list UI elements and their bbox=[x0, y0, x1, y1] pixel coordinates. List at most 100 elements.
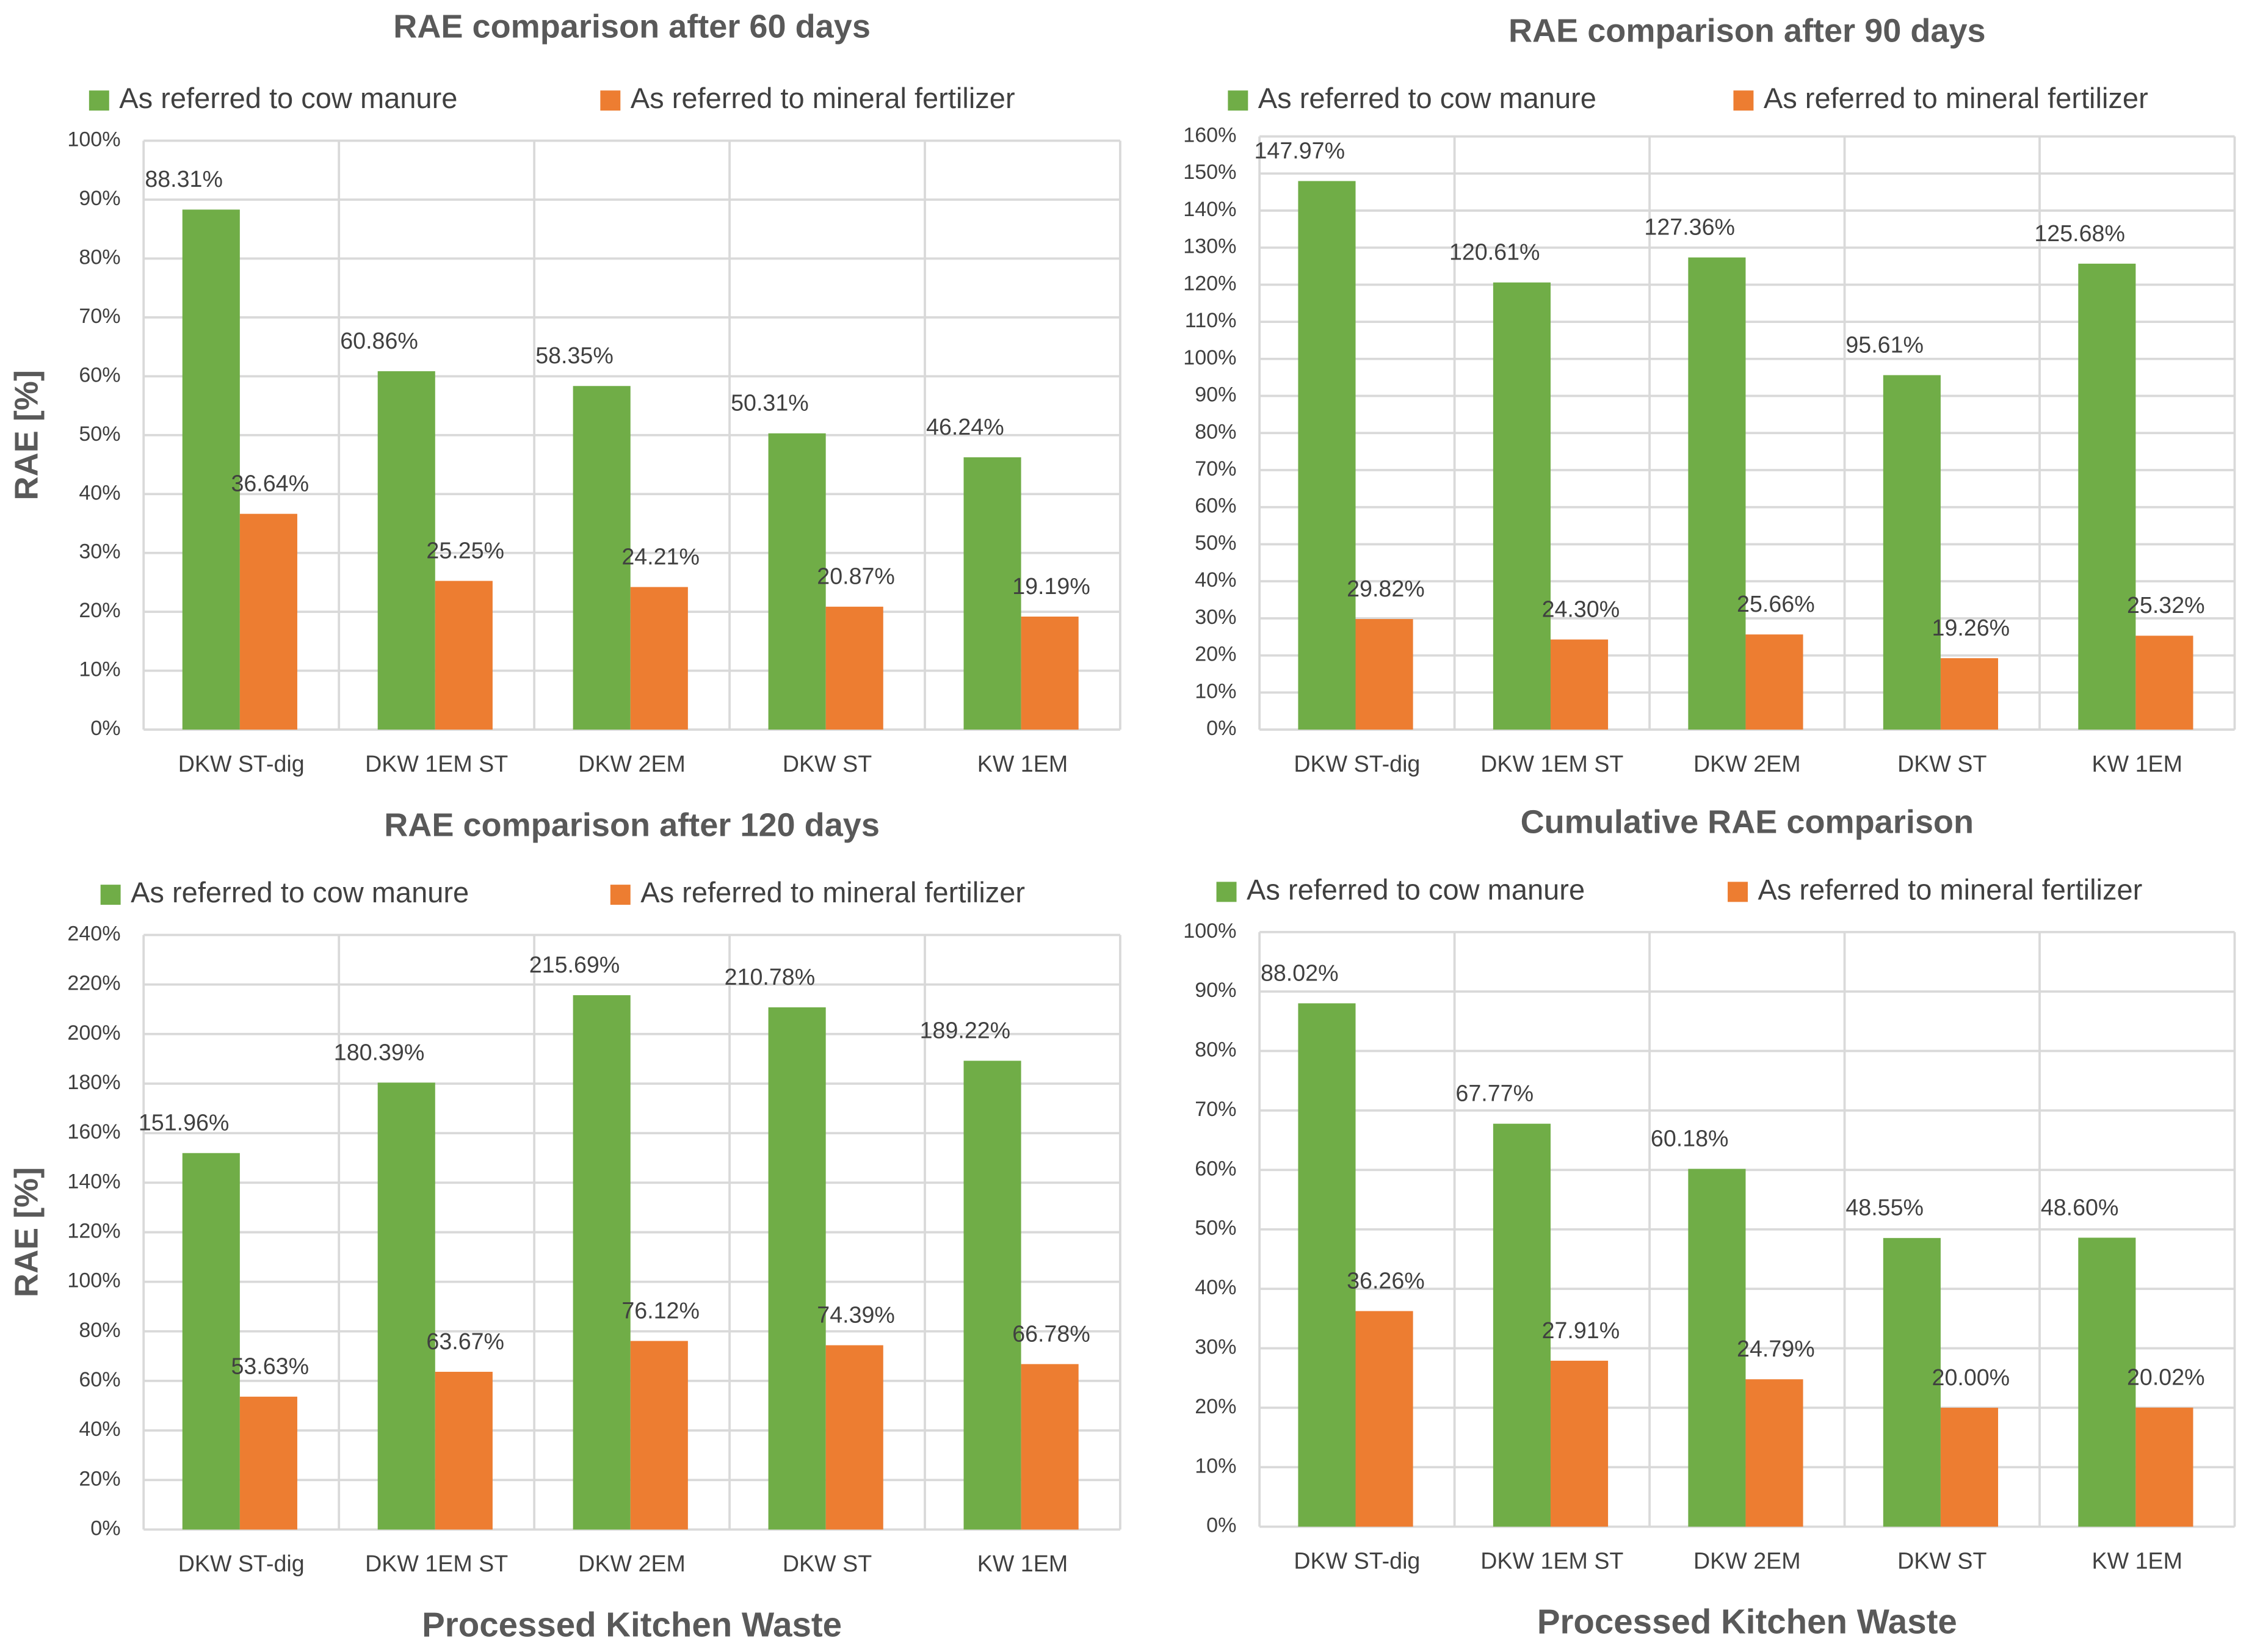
bar-mineral-fertilizer bbox=[1550, 1360, 1609, 1527]
legend-label-1: As referred to cow manure bbox=[119, 82, 457, 114]
legend-swatch-1 bbox=[1228, 90, 1248, 111]
y-tick-label: 220% bbox=[67, 972, 120, 995]
x-tick-label: DKW 2EM bbox=[1693, 751, 1801, 777]
x-tick-label: DKW 2EM bbox=[578, 1551, 686, 1576]
data-label: 210.78% bbox=[725, 964, 816, 990]
bar-cow-manure bbox=[573, 386, 631, 730]
data-label: 120.61% bbox=[1449, 239, 1540, 265]
data-label: 36.64% bbox=[231, 471, 309, 496]
data-label: 53.63% bbox=[231, 1353, 309, 1379]
bar-mineral-fertilizer bbox=[1940, 658, 1999, 730]
x-tick-label: DKW ST bbox=[783, 1551, 872, 1576]
y-tick-label: 0% bbox=[90, 1516, 120, 1540]
y-tick-label: 100% bbox=[67, 128, 120, 151]
data-label: 25.25% bbox=[426, 537, 504, 563]
chart-title: RAE comparison after 120 days bbox=[384, 806, 880, 843]
bar-mineral-fertilizer bbox=[1021, 616, 1079, 730]
y-axis-title: RAE [%] bbox=[8, 370, 45, 500]
bar-mineral-fertilizer bbox=[2135, 1407, 2193, 1527]
legend-label-2: As referred to mineral fertilizer bbox=[1764, 82, 2148, 114]
bar-cow-manure bbox=[377, 1082, 435, 1530]
y-tick-label: 120% bbox=[1183, 272, 1236, 295]
y-tick-label: 80% bbox=[1195, 1038, 1236, 1062]
legend-label-2: As referred to mineral fertilizer bbox=[1758, 873, 2142, 905]
y-tick-label: 80% bbox=[79, 245, 120, 269]
x-tick-label: KW 1EM bbox=[977, 1551, 1068, 1576]
data-label: 66.78% bbox=[1012, 1321, 1090, 1346]
y-tick-label: 100% bbox=[1183, 346, 1236, 369]
data-label: 48.60% bbox=[2041, 1194, 2119, 1220]
bar-mineral-fertilizer bbox=[239, 1396, 297, 1530]
bar-mineral-fertilizer bbox=[825, 1345, 883, 1530]
y-tick-label: 60% bbox=[79, 363, 120, 386]
x-tick-label: DKW 1EM ST bbox=[1480, 1548, 1623, 1573]
y-tick-label: 30% bbox=[1195, 606, 1236, 629]
data-label: 24.30% bbox=[1542, 596, 1620, 621]
bar-cow-manure bbox=[963, 1060, 1021, 1530]
y-tick-label: 130% bbox=[1183, 235, 1236, 258]
legend-swatch-2 bbox=[1728, 882, 1748, 902]
x-tick-label: KW 1EM bbox=[2092, 1548, 2182, 1573]
legend-label-2: As referred to mineral fertilizer bbox=[640, 876, 1025, 908]
data-label: 19.19% bbox=[1012, 573, 1090, 599]
chart-3: RAE comparison after 120 days As referred… bbox=[8, 806, 1121, 1643]
x-tick-label: DKW ST-dig bbox=[1294, 751, 1420, 777]
x-tick-label: DKW 2EM bbox=[578, 751, 686, 777]
y-tick-label: 70% bbox=[1195, 1098, 1236, 1121]
y-tick-label: 20% bbox=[1195, 643, 1236, 666]
bar-mineral-fertilizer bbox=[1355, 1311, 1413, 1527]
data-label: 60.18% bbox=[1651, 1125, 1729, 1151]
legend-swatch-2 bbox=[1733, 90, 1754, 111]
y-tick-label: 40% bbox=[79, 481, 120, 504]
y-tick-label: 10% bbox=[1195, 679, 1236, 703]
data-label: 215.69% bbox=[529, 952, 620, 977]
legend-swatch-1 bbox=[89, 90, 109, 111]
chart-1: RAE comparison after 60 days As referred … bbox=[8, 8, 1121, 777]
y-tick-label: 50% bbox=[79, 422, 120, 446]
data-label: 20.02% bbox=[2127, 1364, 2205, 1390]
data-label: 88.31% bbox=[145, 166, 223, 192]
y-tick-label: 40% bbox=[1195, 568, 1236, 592]
x-tick-label: DKW ST bbox=[1897, 1548, 1986, 1573]
bar-cow-manure bbox=[963, 457, 1021, 730]
bar-cow-manure bbox=[377, 371, 435, 730]
data-label: 27.91% bbox=[1542, 1317, 1620, 1343]
y-tick-label: 70% bbox=[1195, 457, 1236, 480]
data-label: 189.22% bbox=[920, 1017, 1011, 1043]
bar-cow-manure bbox=[1493, 282, 1551, 730]
data-label: 63.67% bbox=[426, 1328, 504, 1354]
bar-cow-manure bbox=[1688, 1168, 1746, 1527]
bar-mineral-fertilizer bbox=[1745, 634, 1803, 730]
data-label: 25.32% bbox=[2127, 592, 2205, 618]
y-tick-label: 30% bbox=[1195, 1336, 1236, 1359]
y-tick-label: 50% bbox=[1195, 531, 1236, 554]
y-tick-label: 80% bbox=[1195, 420, 1236, 443]
bar-mineral-fertilizer bbox=[2135, 636, 2193, 730]
y-tick-label: 10% bbox=[1195, 1454, 1236, 1477]
chart-2: RAE comparison after 90 days As referred … bbox=[1183, 12, 2236, 777]
y-tick-label: 70% bbox=[79, 305, 120, 328]
y-tick-label: 0% bbox=[90, 717, 120, 740]
x-tick-label: DKW ST bbox=[783, 751, 872, 777]
bar-mineral-fertilizer bbox=[1021, 1364, 1079, 1530]
x-tick-label: DKW 1EM ST bbox=[1480, 751, 1623, 777]
bar-mineral-fertilizer bbox=[1355, 618, 1413, 730]
data-label: 58.35% bbox=[535, 342, 614, 368]
x-tick-label: DKW ST-dig bbox=[178, 751, 305, 777]
chart-title: Cumulative RAE comparison bbox=[1521, 804, 1974, 841]
data-label: 36.26% bbox=[1347, 1267, 1425, 1293]
bar-cow-manure bbox=[768, 433, 826, 730]
bar-cow-manure bbox=[1688, 257, 1746, 730]
y-tick-label: 40% bbox=[1195, 1276, 1236, 1299]
chart-4: Cumulative RAE comparison As referred to … bbox=[1183, 804, 2236, 1641]
data-label: 76.12% bbox=[621, 1297, 700, 1323]
y-tick-label: 90% bbox=[1195, 383, 1236, 407]
x-tick-label: DKW ST bbox=[1897, 751, 1986, 777]
chart-title: RAE comparison after 90 days bbox=[1508, 12, 1986, 49]
data-label: 46.24% bbox=[926, 414, 1004, 440]
y-tick-label: 80% bbox=[79, 1319, 120, 1342]
bar-cow-manure bbox=[1298, 181, 1356, 730]
data-label: 151.96% bbox=[139, 1110, 230, 1136]
y-tick-label: 100% bbox=[1183, 919, 1236, 943]
